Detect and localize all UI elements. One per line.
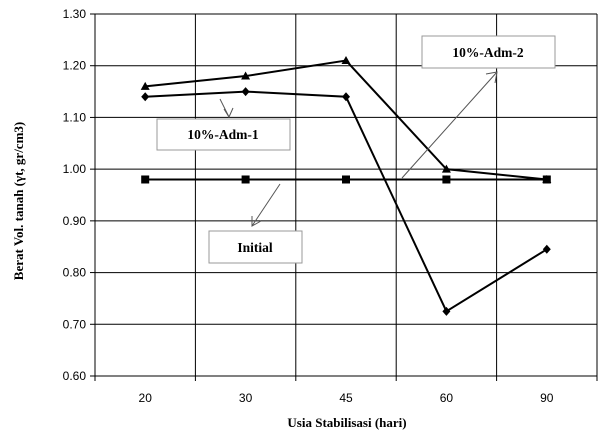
x-tick-labels: 20 30 45 60 90 [139,391,554,405]
callouts: 10%-Adm-2 10%-Adm-1 Initial [156,35,556,264]
data-point-triangle [341,56,351,65]
y-tick-label: 0.70 [63,317,87,331]
data-point-diamond [542,244,551,254]
data-point-square [141,175,150,184]
data-point-triangle [241,71,251,80]
y-tick-label: 1.10 [63,110,87,124]
callout-box-adm1 [156,118,291,151]
data-point-square [342,175,350,184]
callout-label-initial: Initial [237,240,273,255]
callout-label-adm1: 10%-Adm-1 [187,127,258,142]
data-point-diamond [442,306,451,316]
x-tick-label: 30 [239,391,253,405]
y-tick-label: 1.20 [63,59,87,73]
series-lines [140,56,552,316]
data-point-diamond [141,92,150,102]
x-tick-label: 90 [540,391,554,405]
callout-arrow-adm2 [401,71,498,179]
data-point-square [442,175,451,184]
data-point-square [241,175,250,184]
callout-box-adm2 [421,35,556,69]
y-tick-label: 0.60 [63,369,87,383]
x-axis-title: Usia Stabilisasi (hari) [287,415,406,430]
data-point-square [542,175,551,184]
x-tick-label: 20 [139,391,153,405]
data-point-diamond [342,92,350,102]
callout-arrowhead-adm1 [223,107,234,119]
callout-arrow-initial [251,183,281,227]
series-2 [141,87,551,316]
callout-box-initial [208,230,303,264]
callout-arrowhead-adm2 [485,71,498,84]
y-axis-title: Berat Vol. tanah (γt, gr/cm3) [11,122,26,280]
data-point-triangle [140,81,150,90]
callout-label-adm2: 10%-Adm-2 [452,45,523,60]
data-point-triangle [441,164,451,173]
y-tick-label: 1.00 [63,162,87,176]
data-point-diamond [241,87,250,97]
y-tick-label: 0.90 [63,214,87,228]
x-tick-label: 45 [339,391,353,405]
callout-arrowhead-initial [251,216,262,227]
gridlines [90,13,598,381]
y-tick-label: 1.30 [63,7,87,21]
y-tick-labels: 0.60 0.70 0.80 0.90 1.00 1.10 1.20 1.30 [63,7,87,383]
x-tick-label: 60 [440,391,454,405]
series-3 [141,175,551,184]
y-tick-label: 0.80 [63,266,87,280]
